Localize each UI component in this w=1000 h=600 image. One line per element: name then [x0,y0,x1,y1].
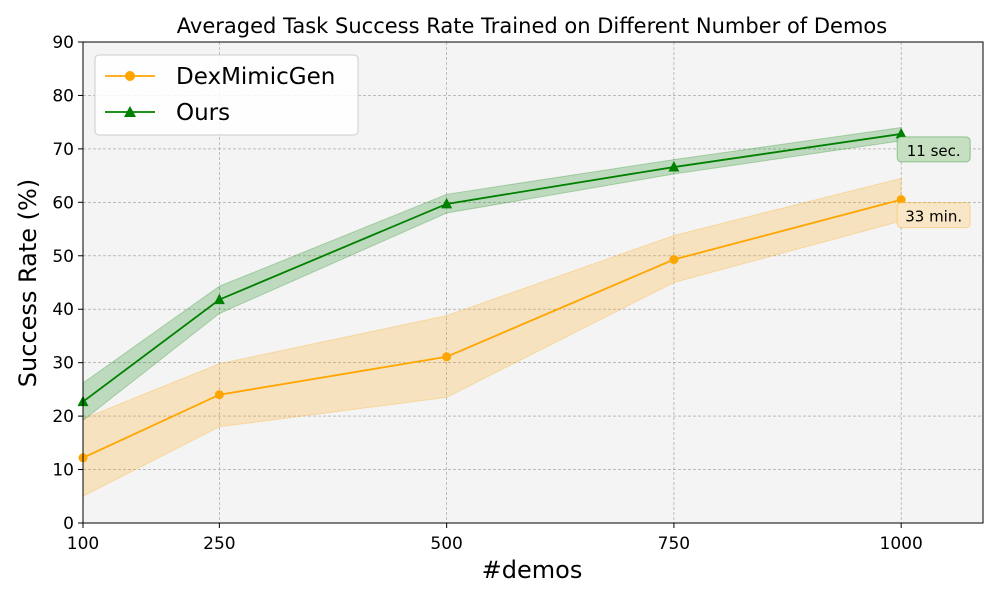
annotations: 11 sec. 33 min. [896,136,971,229]
annotation-33-min-: 33 min. [905,208,962,226]
y-axis-label: Success Rate (%) [14,179,42,387]
point-ours [213,293,225,305]
annotation-box-33-min- [896,202,971,229]
y-tick-label: 50 [52,247,74,267]
y-tick-label: 40 [52,300,74,320]
chart-title: Averaged Task Success Rate Trained on Di… [177,14,887,38]
legend: DexMimicGen Ours [94,54,359,136]
y-tick-label: 80 [52,86,74,106]
point-ours [441,197,453,209]
x-tick-label: 250 [203,534,235,554]
x-tick-label: 500 [430,534,462,554]
y-tick-label: 60 [52,193,74,213]
y-tick-label: 90 [52,33,74,53]
point-dexmimicgen [896,195,906,205]
legend-box [94,54,359,136]
point-dexmimicgen [442,352,452,362]
y-tick-label: 70 [52,140,74,160]
legend-label-ours: Ours [176,100,230,126]
x-axis-label: #demos [482,556,583,584]
y-tick-label: 0 [63,514,74,534]
legend-label-dexmimicgen: DexMimicGen [176,64,335,90]
y-tick-label: 20 [52,407,74,427]
annotation-box-11-sec- [896,136,971,163]
x-tick-label: 100 [67,534,99,554]
plot-frame [82,41,984,524]
point-dexmimicgen [669,255,679,265]
y-tick-label: 10 [52,461,74,481]
x-tick-label: 1000 [880,534,923,554]
annotation-11-sec-: 11 sec. [907,142,961,160]
y-tick-label: 30 [52,354,74,374]
point-ours [668,161,680,172]
x-tick-label: 750 [658,534,690,554]
legend-marker-ours [124,106,136,117]
point-ours [895,127,907,139]
point-dexmimicgen [214,390,224,400]
y-axis-ticks: 0 10 20 30 40 50 60 70 80 90 [52,33,83,534]
x-axis-ticks: 100 250 500 750 1000 [67,523,923,554]
legend-marker-dexmimicgen [125,71,135,81]
